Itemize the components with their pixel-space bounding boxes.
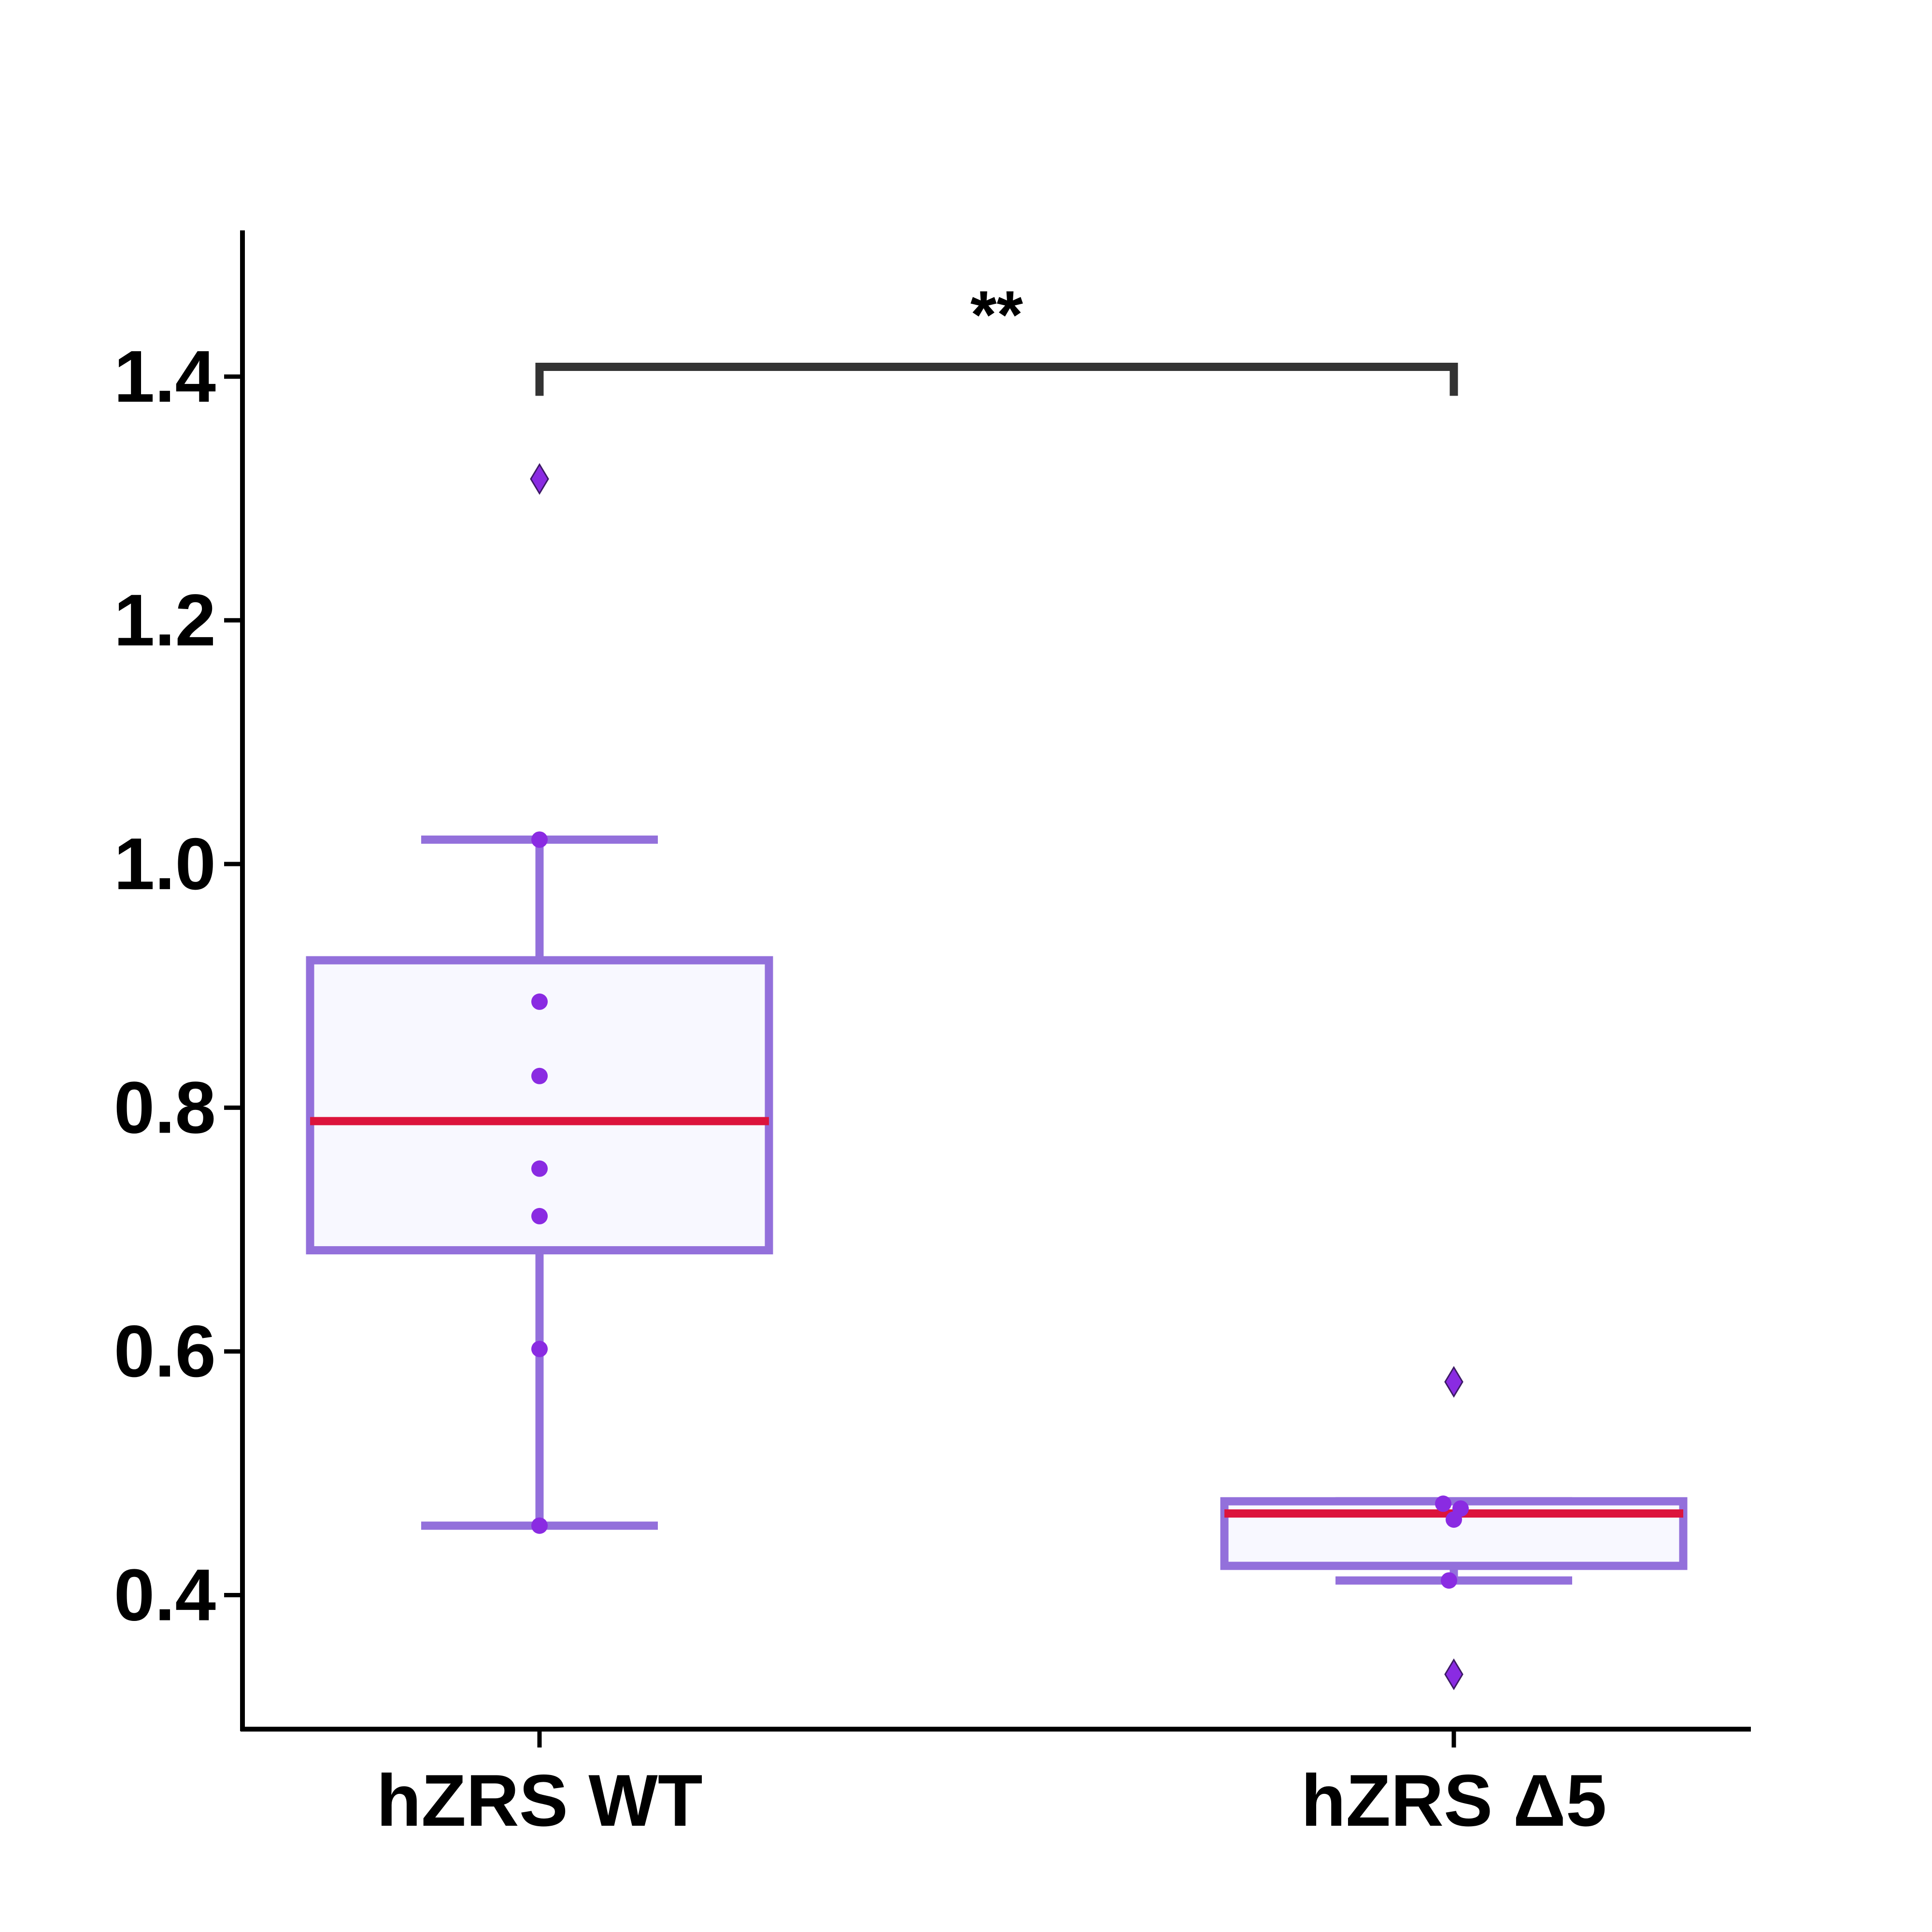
significance-bracket-group: ** bbox=[535, 277, 1458, 396]
data-point bbox=[1435, 1495, 1451, 1512]
y-tick-label: 0.8 bbox=[114, 1066, 216, 1149]
data-point bbox=[531, 1067, 548, 1084]
y-tick-label: 1.0 bbox=[114, 823, 216, 905]
y-tick-label: 0.6 bbox=[114, 1310, 216, 1392]
x-tick-label: hZRS Δ5 bbox=[1301, 1760, 1607, 1842]
outlier-point bbox=[530, 463, 549, 495]
significance-label: ** bbox=[970, 277, 1023, 353]
data-point bbox=[531, 1208, 548, 1224]
x-tick-label: hZRS WT bbox=[376, 1760, 702, 1842]
data-point bbox=[531, 1517, 548, 1534]
outlier-point bbox=[1444, 1366, 1463, 1398]
data-point bbox=[1441, 1572, 1457, 1589]
data-point bbox=[531, 1160, 548, 1177]
data-point bbox=[531, 993, 548, 1010]
significance-bracket bbox=[535, 363, 1458, 396]
outlier-point bbox=[1444, 1658, 1463, 1690]
y-tick-label: 1.2 bbox=[114, 579, 216, 661]
data-point bbox=[1446, 1511, 1462, 1528]
data-point bbox=[531, 1340, 548, 1357]
box-group bbox=[306, 463, 1688, 1690]
data-point bbox=[531, 831, 548, 848]
axes: 0.4 0.6 0.8 1.0 1.2 1.4 hZRS WT hZRS Δ5 bbox=[114, 230, 1751, 1842]
y-tick-label: 1.4 bbox=[114, 336, 216, 418]
y-tick-label: 0.4 bbox=[114, 1554, 216, 1636]
box-series bbox=[306, 463, 773, 1534]
box-series bbox=[1220, 1366, 1688, 1690]
